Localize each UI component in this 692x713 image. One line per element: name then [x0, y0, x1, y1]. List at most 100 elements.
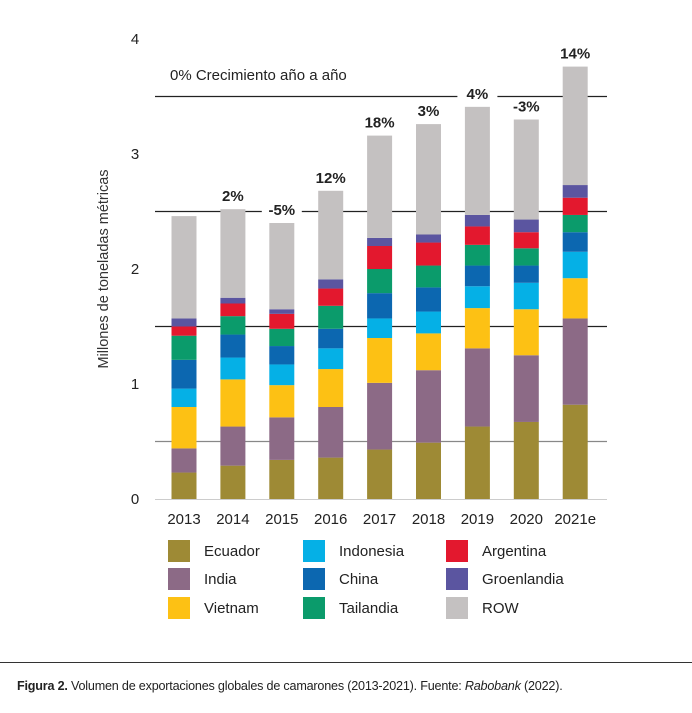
legend-label: Argentina: [482, 542, 547, 560]
bar-segment-china: [367, 293, 393, 319]
legend-label: Tailandia: [339, 599, 399, 617]
bar-segment-china: [220, 334, 246, 358]
x-tick-label: 2019: [461, 511, 494, 528]
bar-segment-ecuador: [171, 472, 197, 499]
bar-segment-argentina: [416, 242, 441, 266]
caption-text: Volumen de exportaciones globales de cam…: [67, 679, 465, 693]
stacked-bar-chart: 0 1 2 3 4 Millones de toneladas métricas 0% Cr…: [96, 31, 607, 528]
bar-segment-argentina: [171, 326, 197, 336]
bar-segment-vietnam: [318, 369, 344, 407]
bar-segment-argentina: [318, 288, 344, 306]
bar-segment-row: [269, 223, 295, 310]
legend-swatch: [303, 568, 325, 590]
bar-segment-india: [269, 417, 295, 460]
bar-segment-tailandia: [416, 265, 441, 288]
bar-segment-groenlandia: [562, 185, 588, 198]
bar-segment-tailandia: [562, 214, 588, 233]
bar-segment-indonesia: [464, 286, 490, 309]
bar-segment-groenlandia: [513, 219, 539, 233]
legend-item-vietnam: Vietnam: [168, 597, 259, 619]
bar-segment-tailandia: [220, 316, 246, 335]
x-tick-label: 2015: [265, 511, 298, 528]
bar-segment-groenlandia: [220, 297, 246, 304]
bar-segment-tailandia: [464, 244, 490, 266]
bar-segment-groenlandia: [171, 318, 197, 327]
legend-swatch: [446, 597, 468, 619]
legend-label: Vietnam: [204, 599, 259, 617]
bar-segment-india: [171, 448, 197, 473]
bar-segment-indonesia: [171, 388, 197, 407]
bar-segment-china: [171, 359, 197, 389]
legend-item-indonesia: Indonesia: [303, 540, 404, 562]
growth-label: 18%: [365, 115, 395, 132]
bar-segment-india: [220, 426, 246, 466]
growth-label-background: [555, 44, 596, 63]
bar-segment-indonesia: [513, 282, 539, 310]
bar-segment-vietnam: [220, 379, 246, 427]
bar-segment-groenlandia: [367, 237, 393, 246]
bar-segment-ecuador: [416, 442, 441, 499]
bar-segment-argentina: [269, 313, 295, 329]
bar-segment-china: [464, 265, 490, 287]
bar-segment-argentina: [367, 246, 393, 269]
bar-segment-india: [513, 355, 539, 422]
bar-segment-tailandia: [513, 248, 539, 266]
bar-segment-tailandia: [171, 335, 197, 360]
bar-segment-china: [269, 346, 295, 365]
legend-item-argentina: Argentina: [446, 540, 546, 562]
y-axis-label: Millones de toneladas métricas: [96, 169, 112, 368]
bar-segment-row: [416, 124, 441, 235]
bar-segment-argentina: [513, 232, 539, 249]
figure-caption: Figura 2. Volumen de exportaciones globa…: [17, 679, 563, 693]
caption-suffix: (2022).: [520, 679, 563, 693]
legend-label: ROW: [482, 599, 519, 617]
growth-label-background: [506, 97, 547, 116]
bar-segment-tailandia: [367, 269, 393, 294]
bar-segment-argentina: [220, 303, 246, 317]
legend-item-china: China: [303, 568, 378, 590]
x-tick-label: 2021e: [554, 511, 596, 528]
bar-segment-row: [513, 119, 539, 220]
growth-label-background: [261, 201, 302, 219]
growth-label: 14%: [560, 46, 590, 63]
legend-label: Ecuador: [204, 542, 260, 560]
bar-segment-china: [562, 232, 588, 252]
bar-segment-groenlandia: [464, 214, 490, 227]
bar-segment-india: [562, 318, 588, 405]
x-tick-label: 2017: [363, 511, 396, 528]
bar-segment-argentina: [562, 197, 588, 215]
bar-segment-vietnam: [416, 333, 441, 371]
bar-segment-china: [318, 328, 344, 349]
bar-segment-row: [171, 216, 197, 319]
legend-label: Groenlandia: [482, 570, 564, 588]
bar-segment-india: [318, 407, 344, 458]
y-tick-label: 4: [131, 31, 139, 48]
bar-segment-indonesia: [269, 364, 295, 386]
bar-segment-ecuador: [318, 457, 344, 499]
bar-segment-vietnam: [171, 407, 197, 449]
bar-segment-argentina: [464, 226, 490, 245]
legend-swatch: [446, 540, 468, 562]
caption-divider: [0, 662, 692, 663]
growth-label: -3%: [513, 99, 540, 116]
growth-label: 3%: [418, 103, 440, 120]
bar-segment-vietnam: [464, 308, 490, 349]
x-tick-label: 2014: [216, 511, 249, 528]
legend-label: India: [204, 570, 237, 588]
y-tick-label: 3: [131, 146, 139, 163]
legend-swatch: [168, 540, 190, 562]
x-tick-label: 2020: [510, 511, 543, 528]
legend-swatch: [168, 597, 190, 619]
bar-segment-indonesia: [318, 348, 344, 370]
x-tick-label: 2018: [412, 511, 445, 528]
bar-segment-row: [220, 209, 246, 298]
legend-swatch: [446, 568, 468, 590]
bar-segment-vietnam: [367, 338, 393, 383]
bar-segment-indonesia: [416, 311, 441, 334]
bar-segment-row: [367, 135, 393, 238]
bar-segment-ecuador: [513, 421, 539, 499]
bar-segment-indonesia: [220, 357, 246, 380]
bar-segment-vietnam: [513, 309, 539, 356]
legend-item-row: ROW: [446, 597, 519, 619]
growth-label: 4%: [467, 86, 489, 103]
